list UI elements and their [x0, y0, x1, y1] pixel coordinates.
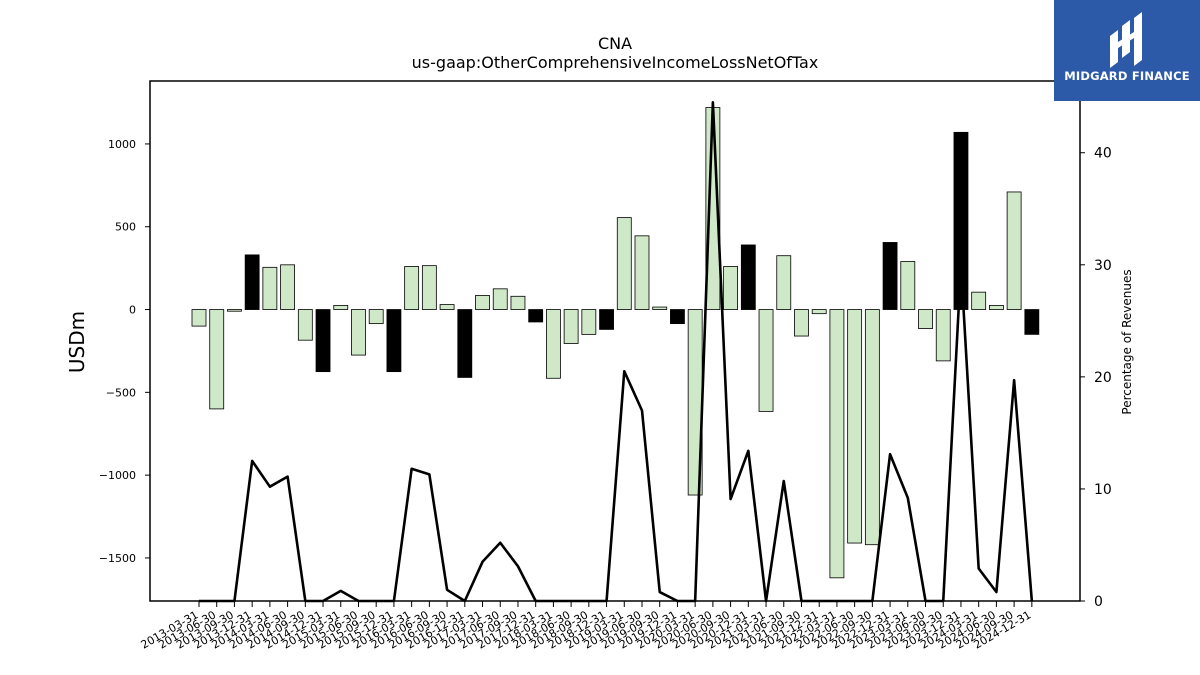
bar	[616, 217, 632, 310]
y2-tick-label: 30	[1094, 258, 1112, 274]
y2-axis-label: Percentage of Revenues	[1120, 269, 1134, 414]
bar	[209, 309, 225, 410]
bar	[280, 264, 296, 310]
y2-tick-label: 0	[1094, 594, 1103, 610]
bar	[900, 261, 916, 310]
bar	[1024, 309, 1040, 335]
y2-tick-label: 20	[1094, 370, 1112, 386]
chart-subtitle: us-gaap:OtherComprehensiveIncomeLossNetO…	[412, 53, 819, 72]
bar	[439, 304, 455, 310]
midgard-logo-icon	[1110, 12, 1142, 68]
y2-tick-label: 10	[1094, 482, 1112, 498]
bar	[882, 242, 898, 310]
bar	[776, 255, 792, 310]
bar	[971, 291, 987, 310]
bar	[191, 309, 207, 327]
bar	[333, 304, 349, 310]
bar	[262, 266, 278, 310]
plot-frame	[149, 80, 1081, 602]
bar	[794, 309, 809, 337]
bar	[227, 309, 242, 312]
bar	[811, 309, 827, 315]
y2-tick-label: 40	[1094, 146, 1112, 162]
bar	[670, 309, 685, 325]
bar	[918, 309, 933, 329]
bar	[599, 309, 614, 330]
bar	[758, 309, 774, 412]
y-tick-label: −1000	[99, 469, 136, 482]
bar	[404, 266, 420, 310]
bar	[351, 309, 366, 356]
brand-logo: MIDGARD FINANCE	[1054, 0, 1200, 101]
chart-title: CNA	[598, 34, 632, 53]
y-tick-label: 1000	[108, 138, 136, 151]
bar	[546, 309, 561, 379]
bar	[581, 309, 597, 335]
bar	[297, 309, 313, 341]
y-axis-label: USDm	[65, 311, 89, 373]
percentage-line	[199, 100, 1034, 603]
bar	[492, 288, 508, 310]
bar	[829, 309, 845, 579]
bar	[864, 309, 880, 546]
bar	[368, 309, 384, 325]
logo-text: MIDGARD FINANCE	[1064, 69, 1190, 83]
bar	[315, 309, 331, 373]
bar	[1006, 191, 1022, 310]
bar	[953, 131, 969, 310]
bar	[528, 309, 544, 323]
bar	[740, 244, 756, 310]
bar	[386, 309, 402, 373]
y-tick-label: 0	[129, 304, 136, 317]
bar	[652, 306, 668, 310]
bar	[457, 309, 473, 378]
bar	[989, 304, 1004, 310]
bar	[421, 265, 437, 310]
bar	[244, 254, 260, 310]
bar	[634, 235, 650, 310]
bar	[563, 309, 579, 344]
bar	[935, 309, 951, 362]
y-tick-label: −500	[106, 386, 136, 399]
bar	[723, 266, 738, 310]
bar	[510, 295, 526, 310]
bar	[847, 309, 863, 544]
y-tick-label: 500	[115, 221, 136, 234]
y-tick-label: −1500	[99, 552, 136, 565]
bar	[475, 295, 490, 310]
